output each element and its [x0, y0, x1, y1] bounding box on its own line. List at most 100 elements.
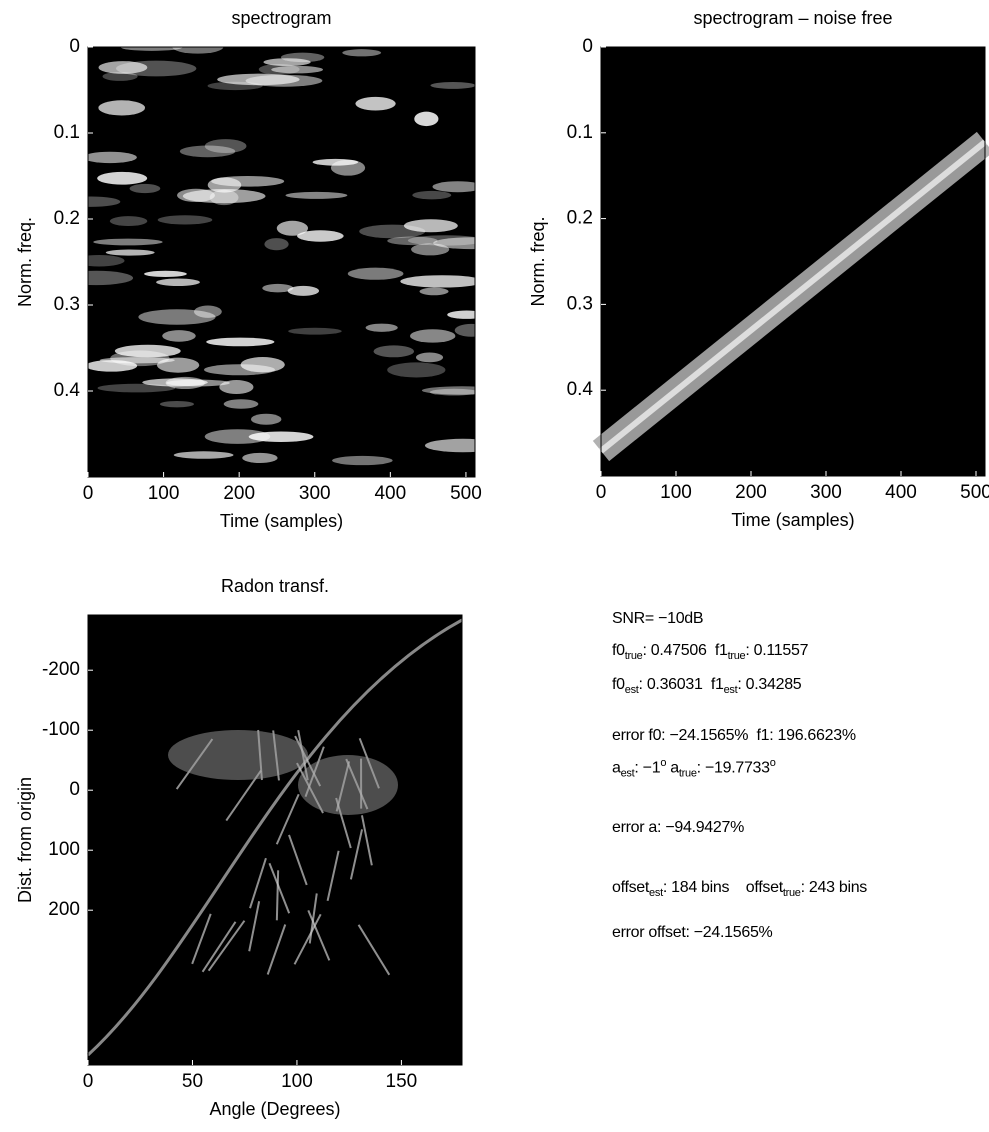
texture: [312, 158, 359, 166]
y-axis-label: Norm. freq.: [528, 216, 548, 306]
texture: [263, 58, 311, 67]
sup: o: [769, 757, 776, 769]
texture: [109, 216, 148, 227]
x-tick-label: 400: [885, 482, 917, 503]
texture: [129, 183, 161, 194]
sub: true: [782, 887, 801, 900]
text: offset: [612, 879, 650, 896]
sub: est: [620, 767, 635, 780]
y-tick-label: 0.4: [54, 380, 81, 401]
texture: [360, 815, 373, 866]
y-tick-label: 0.4: [567, 379, 594, 400]
texture: [59, 270, 134, 286]
x-tick-label: 500: [960, 482, 989, 503]
texture: [179, 145, 236, 158]
texture: [275, 870, 280, 921]
texture: [162, 330, 196, 342]
text: : 0.34285: [737, 676, 802, 693]
x-tick-label: 0: [83, 483, 94, 504]
texture: [407, 235, 484, 246]
sub: est: [649, 887, 663, 900]
text: error offset: −24.1565%: [612, 924, 773, 941]
plot-area: [88, 615, 462, 1065]
texture: [61, 196, 121, 207]
y-tick-label: 200: [48, 899, 80, 920]
texture: [262, 283, 294, 293]
texture: [268, 862, 291, 914]
text: f0: [612, 642, 625, 659]
texture: [73, 254, 125, 267]
text-line: error offset: −24.1565%: [612, 924, 773, 942]
chart-title: spectrogram – noise free: [693, 8, 892, 28]
chart-title: spectrogram: [231, 8, 331, 28]
plot-area: [88, 47, 475, 477]
axes-frame: [600, 46, 986, 477]
texture: [276, 220, 308, 236]
texture: [142, 378, 208, 387]
texture: [424, 438, 501, 453]
x-tick-label: 300: [810, 482, 842, 503]
texture: [288, 834, 308, 886]
texture: [201, 921, 237, 973]
texture: [97, 171, 148, 185]
x-tick-label: 300: [299, 483, 331, 504]
y-tick-label: 0.3: [567, 293, 593, 314]
texture: [373, 345, 415, 358]
texture: [173, 451, 234, 459]
sub: true: [624, 650, 643, 663]
text: : 0.36031 f1: [638, 676, 724, 693]
text: error f0: −24.1565% f1: 196.6623%: [612, 727, 856, 744]
x-axis-label: Time (samples): [731, 510, 854, 530]
x-tick-label: 0: [596, 482, 607, 503]
texture: [248, 901, 261, 952]
y-tick-label: -200: [42, 659, 80, 680]
texture: [207, 920, 246, 972]
sub: est: [723, 684, 738, 697]
x-tick-label: 0: [83, 1071, 94, 1092]
texture: [400, 275, 484, 288]
texture: [194, 305, 222, 318]
text-line: f0est: 0.36031 f1est: 0.34285: [612, 676, 802, 697]
text: : 243 bins: [800, 879, 868, 896]
texture: [250, 413, 282, 425]
texture: [332, 455, 393, 466]
y-tick-label: 0.1: [567, 122, 593, 143]
x-tick-label: 200: [735, 482, 767, 503]
texture: [414, 111, 439, 127]
y-tick-label: 0: [69, 36, 80, 57]
texture: [454, 323, 488, 337]
texture: [430, 82, 476, 89]
text: : 0.47506 f1: [642, 642, 728, 659]
texture: [249, 857, 267, 909]
texture: [138, 309, 216, 325]
x-tick-label: 150: [386, 1071, 418, 1092]
text-line: f0true: 0.47506 f1true: 0.11557: [612, 642, 808, 662]
texture: [97, 383, 176, 393]
y-tick-label: 0.3: [54, 294, 80, 315]
texture: [219, 380, 254, 395]
texture: [217, 73, 300, 86]
texture: [387, 236, 438, 246]
sub: true: [678, 767, 697, 780]
text-line: error a: −94.9427%: [612, 819, 744, 837]
axes-frame: [87, 614, 463, 1066]
texture: [429, 388, 479, 396]
texture: [285, 191, 348, 199]
texture: [403, 219, 458, 233]
texture: [342, 49, 382, 57]
texture: [98, 100, 146, 116]
x-tick-label: 200: [223, 483, 255, 504]
y-tick-label: 0.2: [54, 208, 80, 229]
y-tick-label: 100: [48, 839, 80, 860]
texture: [207, 81, 263, 91]
texture: [271, 65, 323, 74]
texture: [83, 151, 137, 164]
texture: [419, 287, 449, 296]
texture: [415, 352, 444, 363]
texture: [223, 399, 259, 409]
text-line: SNR= −10dB: [612, 610, 704, 628]
text: : 184 bins offset: [662, 879, 783, 896]
text: f0: [612, 676, 625, 693]
y-axis-label: Dist. from origin: [15, 777, 35, 903]
